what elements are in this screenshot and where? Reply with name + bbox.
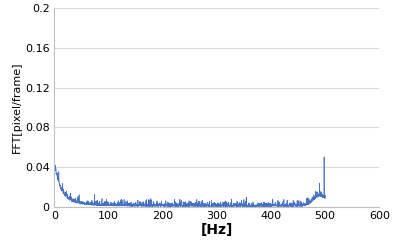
Y-axis label: FFT[pixel/frame]: FFT[pixel/frame] — [12, 62, 22, 153]
X-axis label: [Hz]: [Hz] — [201, 223, 233, 237]
